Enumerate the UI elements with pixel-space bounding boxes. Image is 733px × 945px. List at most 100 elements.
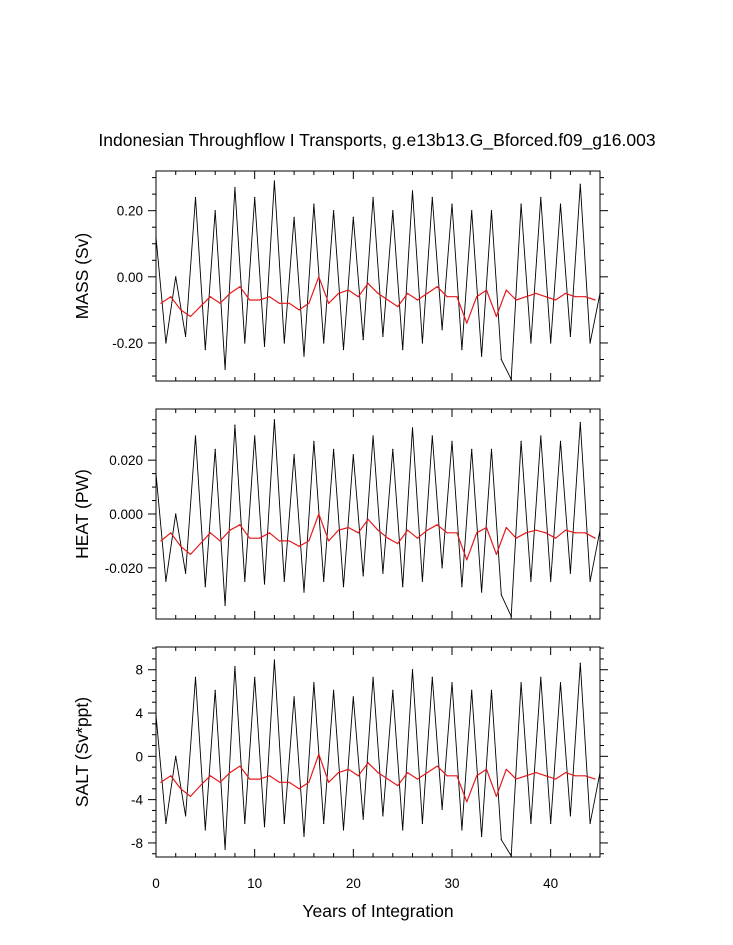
data-point-annual [170,532,172,534]
data-point-annual [535,292,537,294]
data-point-monthly [155,236,157,238]
data-point-monthly [342,586,345,588]
data-point-annual [180,788,182,790]
data-point-monthly [510,615,512,617]
data-point-monthly [510,378,512,380]
x-tick-label: 40 [543,876,558,891]
data-point-monthly [323,580,325,582]
data-point-annual [485,768,488,770]
data-point-monthly [313,440,315,442]
data-point-monthly [303,591,305,593]
data-point-monthly [303,835,305,838]
data-point-monthly [402,586,404,588]
data-point-annual [436,286,438,288]
data-point-annual [357,296,359,298]
data-point-annual [377,529,379,531]
data-point-monthly [520,203,522,205]
data-point-annual [367,762,369,764]
data-point-monthly [451,682,453,684]
y-tick-label: -0.020 [105,561,143,576]
data-point-annual [259,537,261,539]
y-axis-label: MASS (Sv) [72,233,92,320]
y-tick-label: 0.00 [117,270,143,285]
data-point-monthly [323,342,325,344]
data-point-monthly [589,342,591,344]
data-point-annual [436,765,438,767]
data-point-annual [268,775,271,777]
data-point-annual [170,296,172,298]
data-point-annual [426,529,428,531]
data-point-monthly [263,345,266,347]
data-point-monthly [530,342,532,344]
data-point-monthly [313,203,315,205]
data-point-monthly [273,659,275,661]
data-point-monthly [481,835,483,838]
data-point-annual [555,778,557,780]
data-point-annual [259,299,261,301]
data-point-monthly [589,580,591,582]
data-point-annual [367,282,369,285]
data-point-annual [564,292,567,294]
data-point-monthly [411,669,414,671]
data-point-annual [199,784,201,787]
data-point-annual [229,292,231,294]
data-point-monthly [451,440,453,442]
data-point-annual [407,292,409,294]
data-point-monthly [175,276,177,278]
data-point-monthly [599,529,601,531]
data-point-annual [328,781,330,783]
data-point-annual [466,801,468,803]
data-point-annual [239,286,241,288]
data-point-monthly [224,604,226,607]
data-point-annual [160,302,162,304]
data-point-monthly [579,662,581,664]
data-point-annual [466,559,468,561]
data-point-annual [189,315,192,318]
data-point-annual [318,753,320,755]
data-point-monthly [224,848,226,851]
data-point-monthly [421,580,423,582]
data-point-monthly [402,348,404,351]
data-point-monthly [293,216,295,218]
series-line-annual [160,513,596,561]
data-point-annual [515,778,517,780]
data-point-annual [574,532,576,534]
data-point-monthly [185,572,187,574]
data-point-annual [337,529,340,531]
data-point-annual [426,771,428,774]
data-point-annual [505,768,507,770]
data-point-annual [180,309,182,311]
data-point-monthly [490,448,493,450]
data-point-annual [397,543,399,545]
data-point-annual [584,775,586,777]
data-point-annual [416,537,419,539]
data-point-annual [318,276,320,278]
data-point-annual [199,543,201,545]
data-point-monthly [392,448,394,450]
data-point-monthly [254,196,256,199]
data-point-annual [288,302,290,304]
data-point-annual [456,296,458,298]
data-point-monthly [589,822,591,825]
data-point-monthly [411,427,414,429]
data-point-monthly [490,210,493,212]
data-point-annual [268,532,271,534]
data-point-monthly [234,665,236,668]
data-point-monthly [392,689,394,691]
data-point-annual [387,537,389,539]
data-point-annual [209,532,211,534]
data-point-monthly [234,424,236,426]
data-point-monthly [481,591,483,593]
data-point-annual [337,292,340,294]
data-point-annual [199,305,201,308]
data-point-annual [446,296,448,298]
data-point-annual [515,537,517,539]
data-point-monthly [342,829,345,831]
data-point-annual [416,778,419,780]
data-point-annual [239,765,241,767]
data-point-monthly [372,435,374,437]
data-point-monthly [224,368,226,371]
data-point-monthly [185,815,187,817]
series-line-monthly [155,659,601,857]
data-point-monthly [431,435,433,437]
